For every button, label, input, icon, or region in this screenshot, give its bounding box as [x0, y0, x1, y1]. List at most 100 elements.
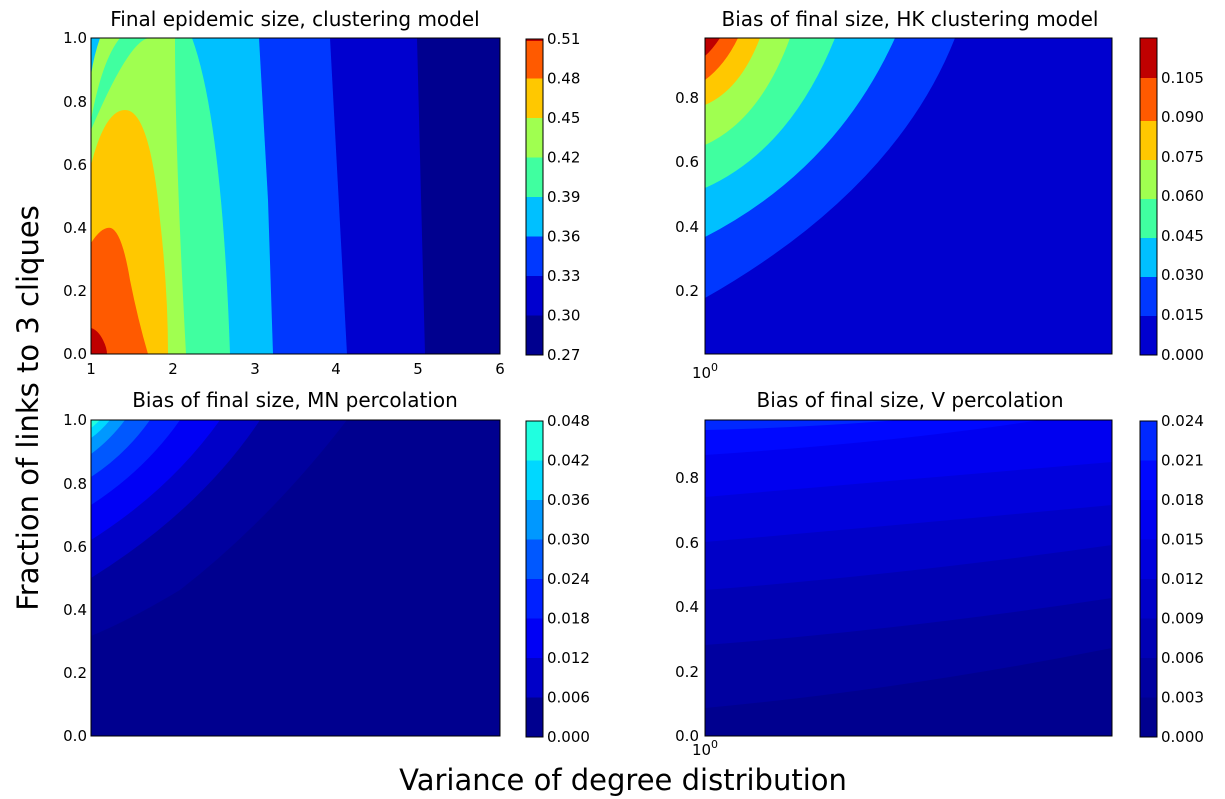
panel-1-yticks: 0.0 0.2 0.4 0.6 0.8 1.0: [63, 29, 87, 363]
cbar-3-tick: 0.006: [547, 689, 590, 707]
panel-4-ytick-label: 0.0: [675, 727, 699, 745]
panel-4-title: Bias of final size, V percolation: [756, 388, 1063, 412]
cbar-1-tick: 0.30: [547, 307, 580, 325]
cbar-4-seg: [1140, 618, 1157, 658]
panel-4-band-6: [705, 420, 1040, 455]
cbar-2-seg: [1140, 316, 1157, 355]
cbar-1-seg: [526, 39, 543, 41]
panel-1-xtick-label: 6: [495, 360, 505, 378]
cbar-4-tick: 0.006: [1161, 649, 1204, 667]
cbar-3-tick: 0.024: [547, 570, 590, 588]
panel-1-frame: [90, 37, 501, 355]
figure-xlabel: Variance of degree distribution: [399, 763, 847, 797]
panel-2-title: Bias of final size, HK clustering model: [722, 7, 1099, 31]
panel-2-contours: [705, 38, 1112, 354]
panel-1-ytick-label: 0.4: [63, 219, 87, 237]
cbar-2-frame: [1139, 37, 1158, 356]
panel-mn-percolation-bias: Bias of final size, MN percolation 0.0 0…: [63, 388, 590, 746]
cbar-3-seg: [526, 658, 543, 698]
panel-1-title: Final epidemic size, clustering model: [110, 7, 479, 31]
panel-final-epidemic-size: Final epidemic size, clustering model 1 …: [63, 7, 580, 378]
cbar-1-seg: [526, 39, 543, 79]
panel-4-colorbar: 0.000 0.003 0.006 0.009 0.012 0.015 0.01…: [1139, 412, 1204, 746]
panel-hk-clustering-bias: Bias of final size, HK clustering model …: [675, 7, 1204, 382]
panel-2-xtick-label: 100: [692, 361, 718, 382]
panel-3-ytick-label: 0.0: [63, 727, 87, 745]
panel-4-ytick-label: 0.2: [675, 663, 699, 681]
cbar-3-seg: [526, 539, 543, 579]
cbar-2-seg: [1140, 238, 1157, 277]
panel-1-xtick-label: 5: [413, 360, 423, 378]
cbar-4-seg: [1140, 421, 1157, 461]
panel-4-contours: [705, 420, 1112, 736]
cbar-1-seg: [526, 197, 543, 237]
cbar-1-tick: 0.33: [547, 267, 580, 285]
panel-1-xtick-label: 3: [250, 360, 260, 378]
panel-4-yticks: 0.0 0.2 0.4 0.6 0.8: [675, 469, 699, 745]
cbar-1-tick: 0.51: [547, 30, 580, 48]
panel-2-xticks: 100: [692, 361, 718, 382]
cbar-2-tick: 0.060: [1161, 187, 1204, 205]
cbar-4-seg: [1140, 500, 1157, 540]
cbar-2-tick: 0.075: [1161, 148, 1204, 166]
panel-2-ytick-label: 0.2: [675, 282, 699, 300]
panel-2-colorbar: 0.000 0.015 0.030 0.045 0.060 0.075 0.09…: [1139, 37, 1204, 364]
cbar-1-seg: [526, 157, 543, 197]
cbar-3-tick: 0.036: [547, 491, 590, 509]
cbar-3-tick: 0.000: [547, 728, 590, 746]
panel-3-ytick-label: 0.4: [63, 601, 87, 619]
cbar-2-tick: 0.105: [1161, 69, 1204, 87]
cbar-1-seg: [526, 315, 543, 355]
panel-1-xtick-label: 2: [168, 360, 178, 378]
panel-2-ytick-label: 0.4: [675, 218, 699, 236]
cbar-1-tick: 0.39: [547, 188, 580, 206]
cbar-3-tick: 0.012: [547, 649, 590, 667]
panel-1-xtick-label: 4: [331, 360, 341, 378]
cbar-1-tick: 0.27: [547, 346, 580, 364]
cbar-1-seg: [526, 78, 543, 118]
cbar-4-tick: 0.003: [1161, 689, 1204, 707]
cbar-4-tick: 0.009: [1161, 610, 1204, 628]
cbar-2-tick: 0.090: [1161, 108, 1204, 126]
cbar-3-seg: [526, 421, 543, 461]
cbar-4-tick: 0.021: [1161, 452, 1204, 470]
panel-3-ytick-label: 0.2: [63, 664, 87, 682]
cbar-4-tick: 0.000: [1161, 728, 1204, 746]
cbar-3-seg: [526, 618, 543, 658]
cbar-4-tick: 0.018: [1161, 491, 1204, 509]
cbar-4-tick: 0.024: [1161, 412, 1204, 430]
panel-1-ytick-label: 0.2: [63, 282, 87, 300]
cbar-4-seg: [1140, 539, 1157, 579]
panel-3-frame: [90, 419, 501, 737]
panel-2-band-7: [705, 38, 720, 56]
cbar-1-seg: [526, 276, 543, 316]
cbar-1-tick: 0.48: [547, 70, 580, 88]
cbar-4-tick: 0.012: [1161, 570, 1204, 588]
cbar-2-tick: 0.030: [1161, 266, 1204, 284]
panel-2-ytick-label: 0.8: [675, 89, 699, 107]
cbar-1-seg: [526, 236, 543, 276]
cbar-1-frame: [525, 38, 544, 356]
cbar-1-tick: 0.45: [547, 109, 580, 127]
panel-1-band-top-left: [91, 38, 100, 75]
cbar-1-seg: [526, 118, 543, 158]
cbar-1-tick: 0.36: [547, 228, 580, 246]
panel-3-colorbar: 0.000 0.006 0.012 0.018 0.024 0.030 0.03…: [525, 412, 590, 746]
panel-1-ytick-label: 1.0: [63, 29, 87, 47]
figure-ylabel: Fraction of links to 3 cliques: [11, 205, 45, 611]
cbar-3-tick: 0.048: [547, 412, 590, 430]
panel-1-band-7: [91, 227, 148, 354]
panel-4-ytick-label: 0.6: [675, 534, 699, 552]
cbar-4-seg: [1140, 697, 1157, 737]
cbar-4-tick: 0.015: [1161, 531, 1204, 549]
panel-2-yticks: 0.2 0.4 0.6 0.8: [675, 89, 699, 300]
panel-3-ytick-label: 1.0: [63, 411, 87, 429]
panel-v-percolation-bias: Bias of final size, V percolation 100 0.…: [675, 388, 1204, 759]
panel-1-ytick-label: 0.6: [63, 156, 87, 174]
cbar-4-seg: [1140, 658, 1157, 698]
cbar-3-seg: [526, 500, 543, 540]
panel-2-band-6: [705, 38, 738, 80]
cbar-3-tick: 0.030: [547, 531, 590, 549]
panel-4-ytick-label: 0.4: [675, 598, 699, 616]
